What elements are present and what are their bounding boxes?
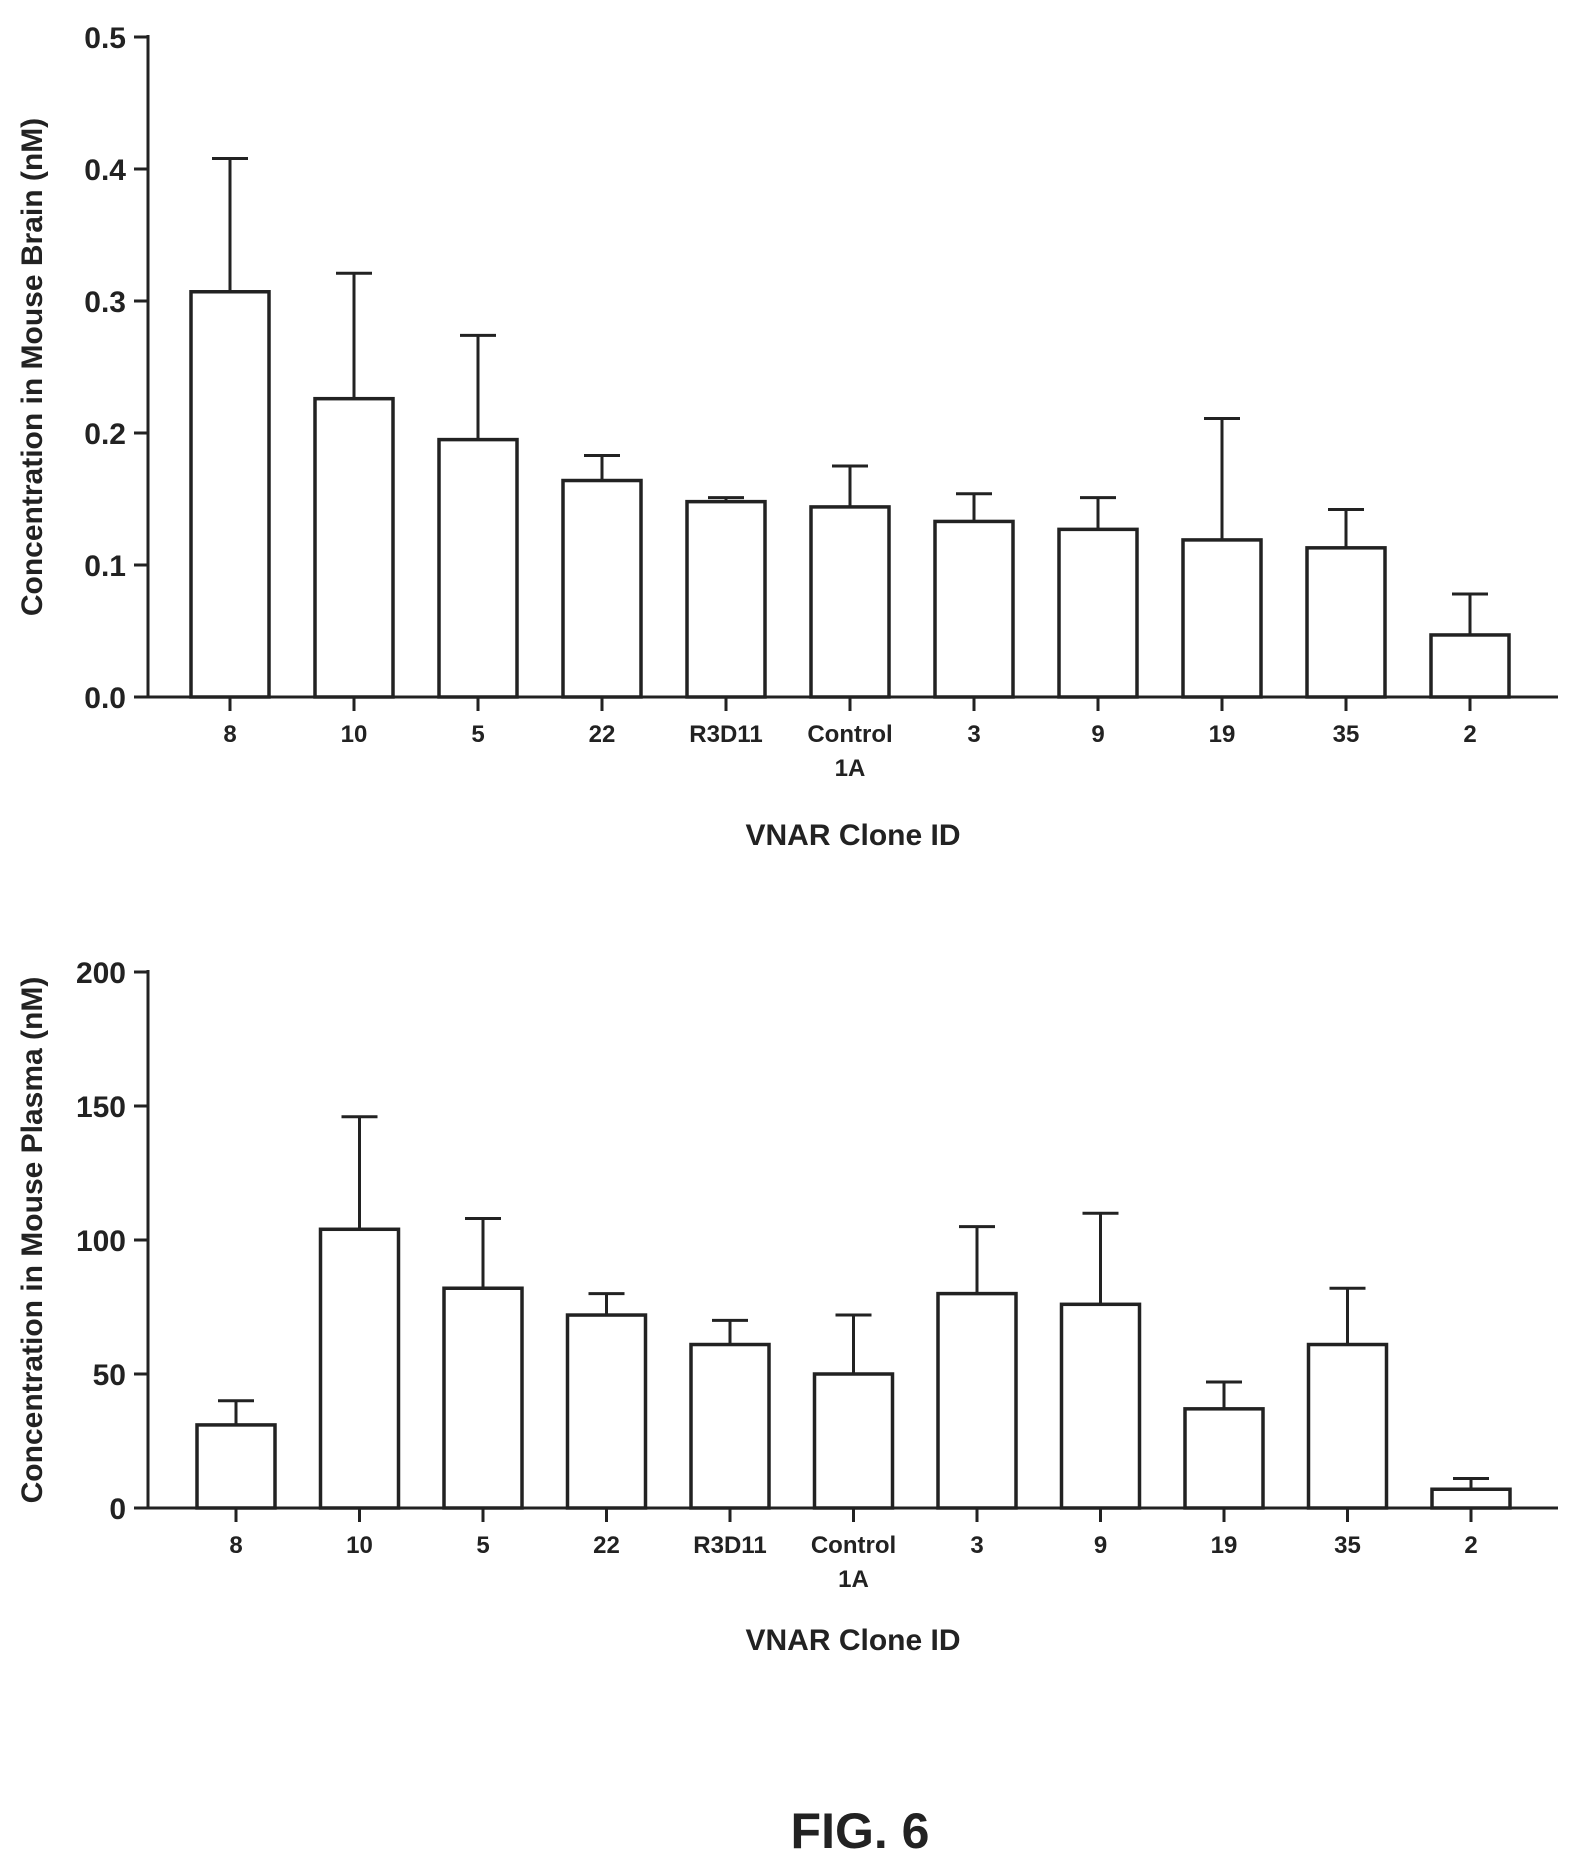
plasma-concentration-chart: 0 50 100 150 200 8 10 5 22 R3D11 Control 1A 3 9 19 35 2 V… [16,957,1558,1657]
x-tick-label-line2: 1A [838,1566,869,1593]
x-axis-title: VNAR Clone ID [745,1624,960,1657]
bar [561,478,643,699]
y-axis-title: Concentration in Mouse Brain (nM) [16,118,49,616]
x-tick-label: 22 [589,721,616,748]
x-tick-label: 2 [1464,1532,1477,1559]
x-tick-label: Control [807,721,892,748]
x-tick-label: 5 [476,1532,489,1559]
bar [1183,1407,1265,1510]
x-tick-label: 10 [346,1532,373,1559]
y-tick-label: 0.1 [84,550,126,583]
x-axis-title: VNAR Clone ID [745,819,960,852]
x-tick-label: 10 [341,721,368,748]
bar [1059,1302,1142,1510]
bar [189,290,271,699]
x-tick-label: 19 [1209,721,1236,748]
x-tick-label: 2 [1463,721,1476,748]
x-tick-label: R3D11 [689,721,762,748]
x-tick-label: 3 [967,721,980,748]
bar [685,499,767,699]
brain-concentration-chart: 0.0 0.1 0.2 0.3 0.4 0.5 8 10 5 22 R3D11 Control 1A 3 9… [16,22,1558,852]
bar [689,1342,771,1510]
bar [1057,527,1139,699]
figure-caption: FIG. 6 [791,1803,930,1859]
y-tick-label: 50 [93,1359,126,1392]
y-tick-label: 0.5 [84,22,126,55]
x-tick-label: 9 [1091,721,1104,748]
bar [809,505,891,699]
x-tick-label: 9 [1094,1532,1107,1559]
y-tick-label: 0.2 [84,418,126,451]
bar [195,1423,277,1510]
y-tick-label: 200 [76,957,126,990]
x-tick-label-line2: 1A [835,755,866,782]
bar [812,1372,895,1510]
bar [313,396,395,699]
x-tick-label: R3D11 [693,1532,766,1559]
y-axis-title: Concentration in Mouse Plasma (nM) [16,977,49,1504]
bar [437,437,519,699]
bar [1305,546,1387,699]
x-tick-label: 35 [1334,1532,1361,1559]
bar [565,1313,648,1510]
y-tick-label: 0 [109,1493,126,1526]
x-tick-label: 3 [970,1532,983,1559]
x-tick-label: 35 [1333,721,1360,748]
x-tick-label: Control [811,1532,896,1559]
bar [1429,633,1511,699]
bar [933,519,1015,699]
x-tick-label: 5 [471,721,484,748]
x-tick-label: 22 [593,1532,620,1559]
x-tick-label: 19 [1211,1532,1238,1559]
bar [1430,1487,1512,1510]
bar [1306,1342,1389,1510]
x-tick-label: 8 [223,721,236,748]
y-tick-label: 150 [76,1091,126,1124]
bar [442,1286,524,1510]
bar [1181,538,1263,699]
y-tick-label: 0.3 [84,286,126,319]
y-tick-label: 0.0 [84,682,126,715]
y-tick-label: 0.4 [84,154,126,187]
y-tick-label: 100 [76,1225,126,1258]
bar [936,1291,1018,1510]
bar [318,1227,401,1510]
x-tick-label: 8 [229,1532,242,1559]
